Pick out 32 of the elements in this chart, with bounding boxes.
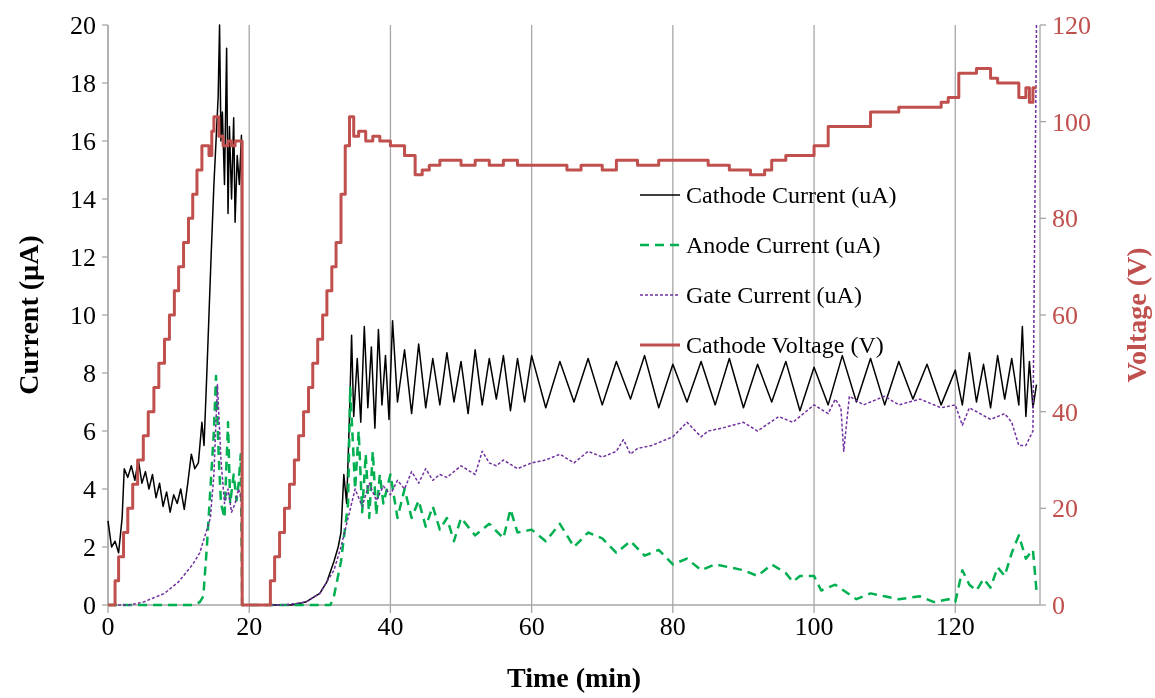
y-tick-label: 12 (70, 243, 96, 273)
y-tick-label: 2 (83, 533, 96, 563)
y2-tick-label: 60 (1052, 301, 1078, 331)
legend-label: Cathode Voltage (V) (686, 332, 884, 359)
x-tick-label: 80 (659, 612, 686, 641)
y-tick-label: 18 (70, 69, 96, 99)
y2-tick-label: 80 (1052, 204, 1078, 234)
legend-label: Anode Current (uA) (686, 232, 881, 259)
y2-tick-label: 120 (1052, 11, 1091, 41)
y-tick-label: 16 (70, 127, 96, 157)
y-tick-label: 20 (70, 11, 96, 41)
legend-label: Cathode Current (uA) (686, 182, 897, 209)
y-axis-title: Current (µA) (13, 235, 44, 395)
y-tick-label: 10 (70, 301, 96, 331)
x-tick-label: 20 (236, 612, 263, 641)
x-tick-label: 40 (377, 612, 404, 641)
y-tick-label: 14 (70, 185, 96, 215)
x-tick-label: 0 (101, 612, 115, 641)
x-tick-label: 60 (518, 612, 545, 641)
y2-tick-label: 40 (1052, 397, 1078, 427)
y-tick-label: 4 (83, 475, 96, 505)
y2-tick-label: 0 (1052, 591, 1065, 621)
y2-axis-title: Voltage (V) (1121, 247, 1152, 383)
x-tick-label: 100 (794, 612, 834, 641)
y-tick-label: 8 (83, 359, 96, 389)
x-tick-label: 120 (935, 612, 975, 641)
y-tick-label: 0 (83, 591, 96, 621)
y2-tick-label: 100 (1052, 107, 1091, 137)
legend-label: Gate Current (uA) (686, 282, 862, 309)
x-axis-title: Time (min) (506, 662, 642, 693)
y-tick-label: 6 (83, 417, 96, 447)
y2-tick-label: 20 (1052, 494, 1078, 524)
